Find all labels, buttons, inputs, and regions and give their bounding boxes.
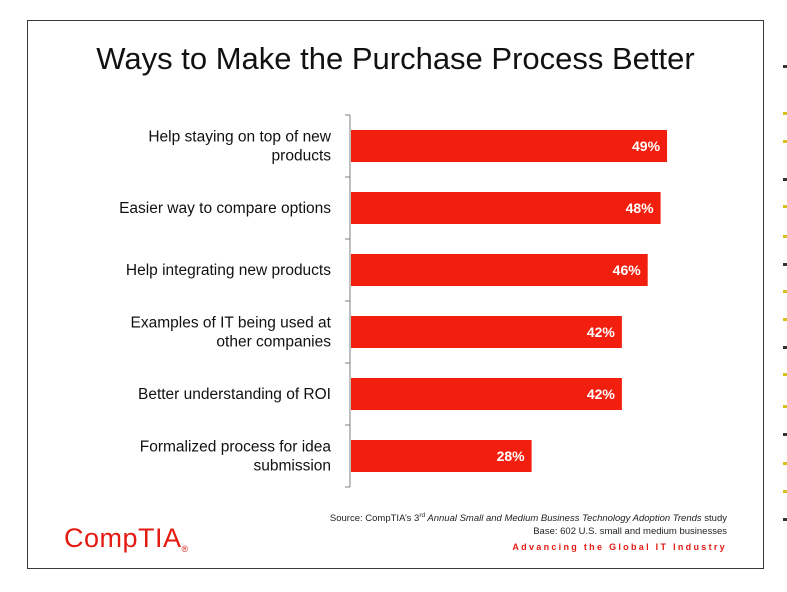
category-label: submission — [253, 458, 331, 475]
bar — [351, 254, 648, 286]
category-label: Examples of IT being used at — [131, 315, 332, 332]
data-label: 49% — [632, 138, 661, 154]
side-text-speck — [783, 433, 787, 436]
side-text-speck — [783, 290, 787, 293]
side-text-speck — [783, 405, 787, 408]
bar — [351, 192, 661, 224]
base-note: Base: 602 U.S. small and medium business… — [533, 526, 727, 538]
category-label: products — [272, 148, 332, 165]
category-label: Formalized process for idea — [140, 439, 332, 456]
logo-text: CompTIA — [64, 523, 182, 553]
source-prefix: Source: CompTIA’s 3 — [329, 513, 420, 525]
side-text-speck — [783, 205, 787, 208]
bar — [351, 316, 622, 348]
side-text-speck — [783, 178, 787, 181]
side-text-speck — [783, 112, 787, 115]
category-label: Easier way to compare options — [119, 200, 331, 217]
category-label: Help integrating new products — [126, 262, 331, 279]
side-text-speck — [783, 346, 787, 349]
side-text-speck — [783, 318, 787, 321]
bar — [351, 440, 532, 472]
source-study-name: Annual Small and Medium Business Technol… — [425, 513, 702, 525]
bar — [351, 130, 668, 162]
data-label: 42% — [587, 386, 616, 402]
side-text-speck — [783, 263, 787, 266]
category-label: other companies — [216, 334, 331, 351]
data-label: 28% — [497, 448, 526, 464]
comptia-logo: CompTIA® — [64, 523, 189, 554]
cropped-side-text-fragment — [778, 60, 787, 540]
side-text-speck — [783, 140, 787, 143]
tagline: Advancing the Global IT Industry — [512, 542, 727, 552]
side-text-speck — [783, 373, 787, 376]
side-text-speck — [783, 65, 787, 68]
bar-chart: 49% Help staying on top of new products 48%… — [119, 114, 668, 488]
side-text-speck — [783, 490, 787, 493]
chart-title: Ways to Make the Purchase Process Better — [96, 41, 695, 76]
source-superscript: rd — [419, 512, 426, 519]
side-text-speck — [783, 518, 787, 521]
category-label: Better understanding of ROI — [138, 386, 331, 403]
source-note: Source: CompTIA’s 3rd Annual Small and M… — [330, 509, 727, 538]
slide-frame: Ways to Make the Purchase Process Better… — [27, 20, 764, 569]
registered-mark: ® — [181, 544, 189, 554]
data-label: 42% — [587, 324, 616, 340]
data-label: 48% — [626, 200, 655, 216]
source-suffix: study — [701, 513, 727, 525]
bar — [351, 378, 622, 410]
data-label: 46% — [613, 262, 642, 278]
category-label: Help staying on top of new — [148, 129, 331, 146]
side-text-speck — [783, 235, 787, 238]
side-text-speck — [783, 462, 787, 465]
